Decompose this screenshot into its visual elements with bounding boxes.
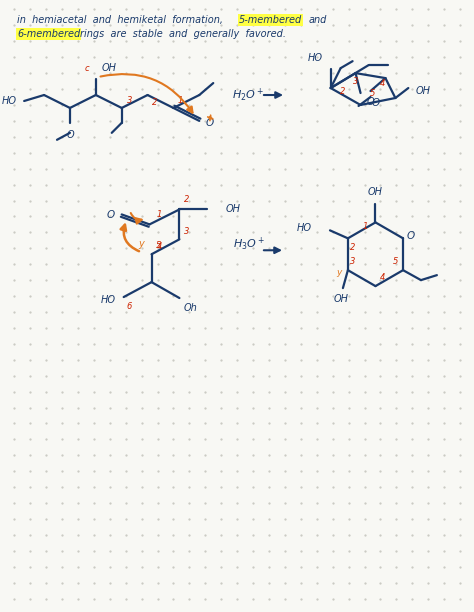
Text: in  hemiacetal  and  hemiketal  formation,: in hemiacetal and hemiketal formation,	[17, 15, 223, 25]
Text: 5: 5	[392, 257, 398, 266]
Text: $H_2O^+$: $H_2O^+$	[232, 86, 264, 103]
Text: $H_3O^+$: $H_3O^+$	[233, 236, 265, 253]
Text: O: O	[367, 97, 374, 107]
Text: 2: 2	[184, 195, 190, 204]
Text: y: y	[138, 239, 144, 249]
Text: 1: 1	[362, 222, 367, 231]
Text: OH: OH	[368, 187, 383, 196]
Text: 4: 4	[156, 242, 162, 252]
Text: 2: 2	[350, 244, 355, 252]
Text: 6-membered: 6-membered	[17, 29, 81, 39]
Text: O: O	[407, 231, 415, 241]
Text: O: O	[372, 98, 380, 108]
Text: 3: 3	[353, 76, 358, 86]
Text: Oh: Oh	[183, 303, 197, 313]
Text: 5: 5	[155, 241, 161, 250]
Text: 2: 2	[152, 98, 157, 107]
Text: HO: HO	[297, 223, 312, 233]
Text: 6: 6	[127, 302, 132, 311]
Text: O: O	[205, 118, 213, 128]
Text: 2: 2	[340, 86, 346, 95]
Text: 4: 4	[380, 273, 385, 282]
Text: OH: OH	[102, 63, 117, 73]
Text: 3: 3	[350, 257, 355, 266]
Text: 5: 5	[370, 89, 375, 97]
Text: O: O	[107, 211, 115, 220]
Text: 4: 4	[380, 78, 385, 88]
Text: 3: 3	[184, 227, 190, 236]
Text: 1: 1	[156, 211, 162, 220]
Text: and: and	[309, 15, 327, 25]
Text: 5-membered: 5-membered	[239, 15, 302, 25]
Text: OH: OH	[225, 204, 240, 214]
Text: OH: OH	[333, 294, 348, 304]
Text: 1: 1	[177, 96, 183, 105]
Text: O: O	[66, 130, 74, 140]
Text: HO: HO	[308, 53, 323, 63]
Text: rings  are  stable  and  generally  favored.: rings are stable and generally favored.	[80, 29, 286, 39]
Text: c: c	[84, 64, 89, 73]
Text: HO: HO	[2, 96, 17, 106]
Text: OH: OH	[415, 86, 430, 96]
Text: HO: HO	[100, 295, 116, 305]
Text: y: y	[337, 267, 342, 277]
Text: 3: 3	[127, 96, 132, 105]
